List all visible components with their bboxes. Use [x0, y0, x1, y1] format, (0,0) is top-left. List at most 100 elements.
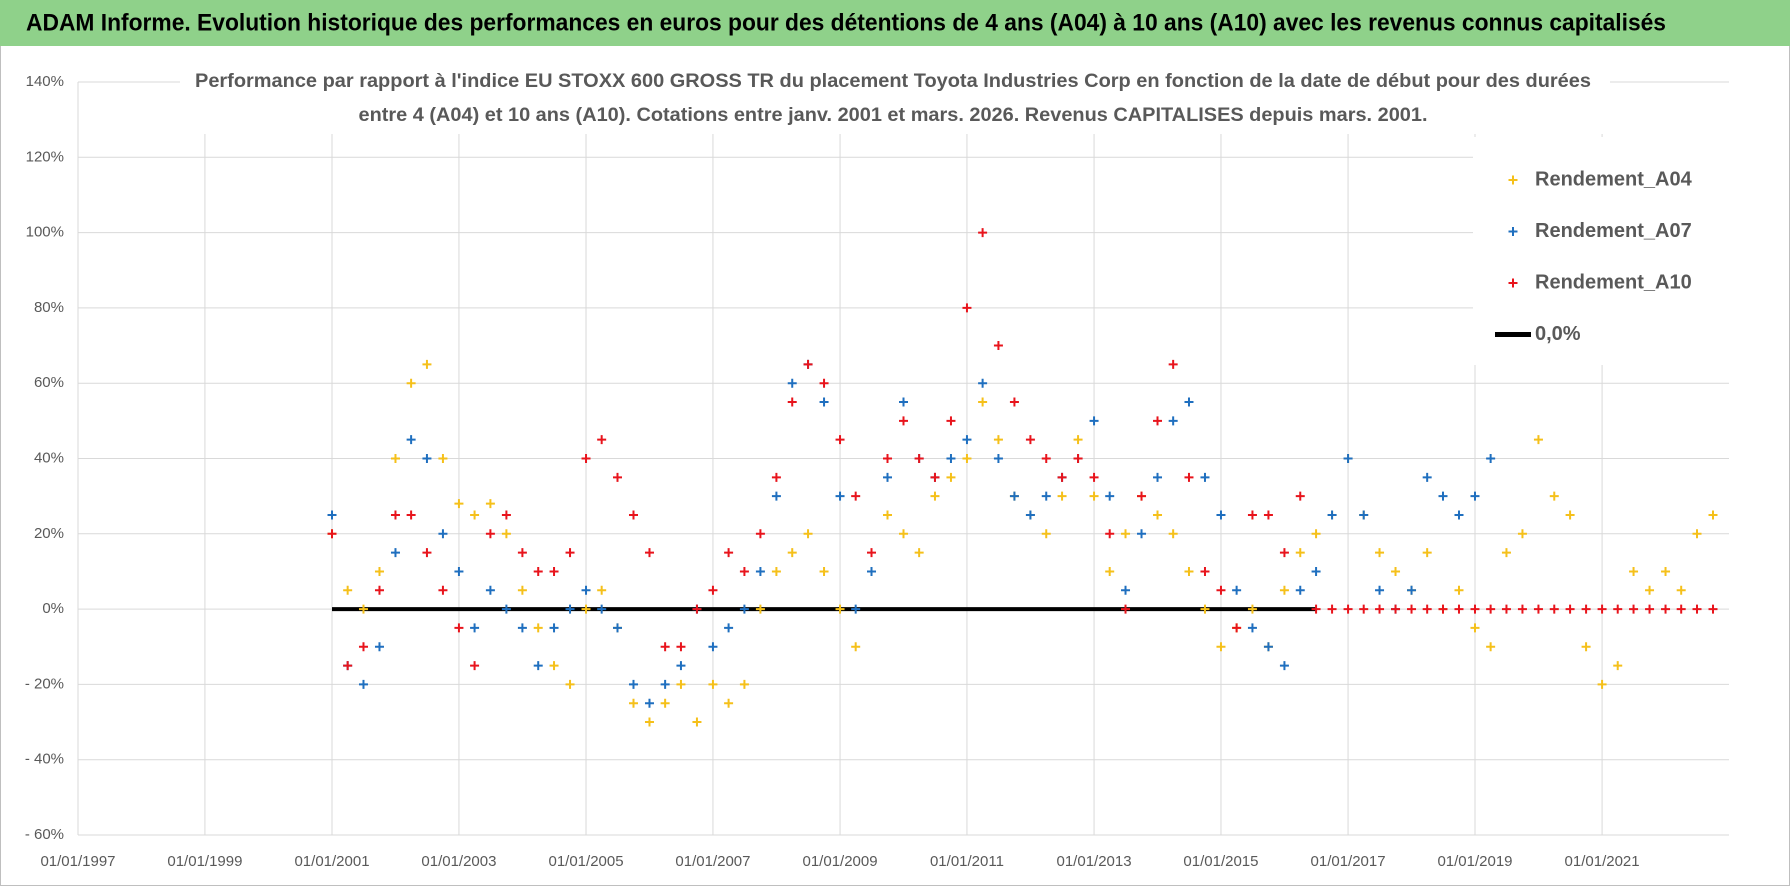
- point: [406, 378, 416, 388]
- point: [1105, 529, 1115, 539]
- point: [644, 548, 654, 558]
- point: [1184, 397, 1194, 407]
- point: [803, 359, 813, 369]
- x-tick-label: 01/01/2021: [1565, 853, 1640, 870]
- point: [1121, 585, 1131, 595]
- point: [946, 472, 956, 482]
- point: [1676, 604, 1686, 614]
- x-tick-label: 01/01/2015: [1183, 853, 1258, 870]
- point: [597, 585, 607, 595]
- point: [724, 548, 734, 558]
- x-tick-label: 01/01/2011: [930, 853, 1004, 870]
- point: [1168, 529, 1178, 539]
- y-tick-label: 80%: [34, 299, 64, 316]
- point: [899, 397, 908, 407]
- point: [1200, 604, 1210, 614]
- point: [676, 642, 686, 652]
- x-tick-label: 01/01/2007: [675, 853, 750, 870]
- point: [1200, 472, 1210, 482]
- point: [1311, 529, 1321, 539]
- point: [1168, 359, 1178, 369]
- point: [739, 604, 749, 614]
- legend-box: [1473, 137, 1746, 365]
- legend-swatch: [1508, 175, 1518, 185]
- point: [1311, 566, 1321, 576]
- point: [1009, 397, 1019, 407]
- legend-swatch: [1508, 227, 1518, 236]
- point: [1295, 491, 1305, 501]
- point: [739, 679, 749, 689]
- point: [883, 472, 893, 482]
- point: [1375, 548, 1385, 558]
- point: [1279, 548, 1289, 558]
- point: [1375, 604, 1385, 614]
- point: [597, 435, 607, 445]
- point: [644, 698, 654, 708]
- point: [993, 341, 1003, 351]
- point: [1661, 604, 1671, 614]
- point: [1073, 435, 1083, 445]
- x-tick-label: 01/01/2019: [1437, 853, 1512, 870]
- point: [1565, 604, 1575, 614]
- point: [1073, 454, 1083, 463]
- point: [1216, 510, 1226, 520]
- point: [771, 472, 781, 482]
- point: [660, 698, 670, 708]
- x-tick-label: 01/01/2017: [1311, 853, 1386, 870]
- point: [1041, 529, 1051, 539]
- point: [1057, 491, 1067, 501]
- y-tick-label: 40%: [34, 449, 64, 466]
- point: [501, 604, 511, 614]
- point: [1454, 585, 1464, 595]
- point: [533, 623, 543, 633]
- point: [501, 529, 511, 539]
- point: [1692, 604, 1702, 614]
- point: [390, 548, 400, 558]
- point: [374, 642, 384, 652]
- point: [438, 585, 448, 595]
- point: [755, 604, 765, 614]
- point: [1009, 491, 1019, 501]
- point: [708, 679, 718, 689]
- point: [708, 585, 718, 595]
- point: [1263, 510, 1273, 520]
- point: [1391, 604, 1401, 614]
- point: [1470, 491, 1480, 501]
- point: [1629, 566, 1639, 576]
- point: [470, 623, 480, 633]
- point: [1629, 604, 1639, 614]
- point: [1311, 604, 1321, 614]
- point: [1375, 585, 1385, 595]
- y-tick-label: 60%: [34, 374, 64, 391]
- point: [1247, 604, 1257, 614]
- point: [835, 435, 845, 445]
- point: [819, 397, 829, 407]
- point: [644, 717, 654, 727]
- banner-title: ADAM Informe. Evolution historique des p…: [26, 9, 1666, 36]
- point: [993, 435, 1003, 445]
- point: [803, 529, 813, 539]
- point: [454, 623, 464, 633]
- point: [978, 378, 988, 388]
- point: [327, 529, 337, 539]
- marks: [327, 228, 1718, 727]
- point: [883, 510, 893, 520]
- point: [343, 661, 353, 671]
- point: [1597, 679, 1607, 689]
- y-tick-label: 140%: [26, 73, 64, 90]
- point: [1613, 604, 1623, 614]
- point: [358, 642, 368, 652]
- point: [628, 510, 638, 520]
- point: [1327, 510, 1337, 520]
- point: [597, 604, 607, 614]
- point: [692, 717, 702, 727]
- point: [1486, 454, 1496, 463]
- point: [517, 585, 527, 595]
- point: [930, 472, 940, 482]
- point: [565, 548, 575, 558]
- point: [406, 435, 416, 445]
- point: [422, 548, 432, 558]
- point: [883, 454, 893, 463]
- point: [485, 529, 495, 539]
